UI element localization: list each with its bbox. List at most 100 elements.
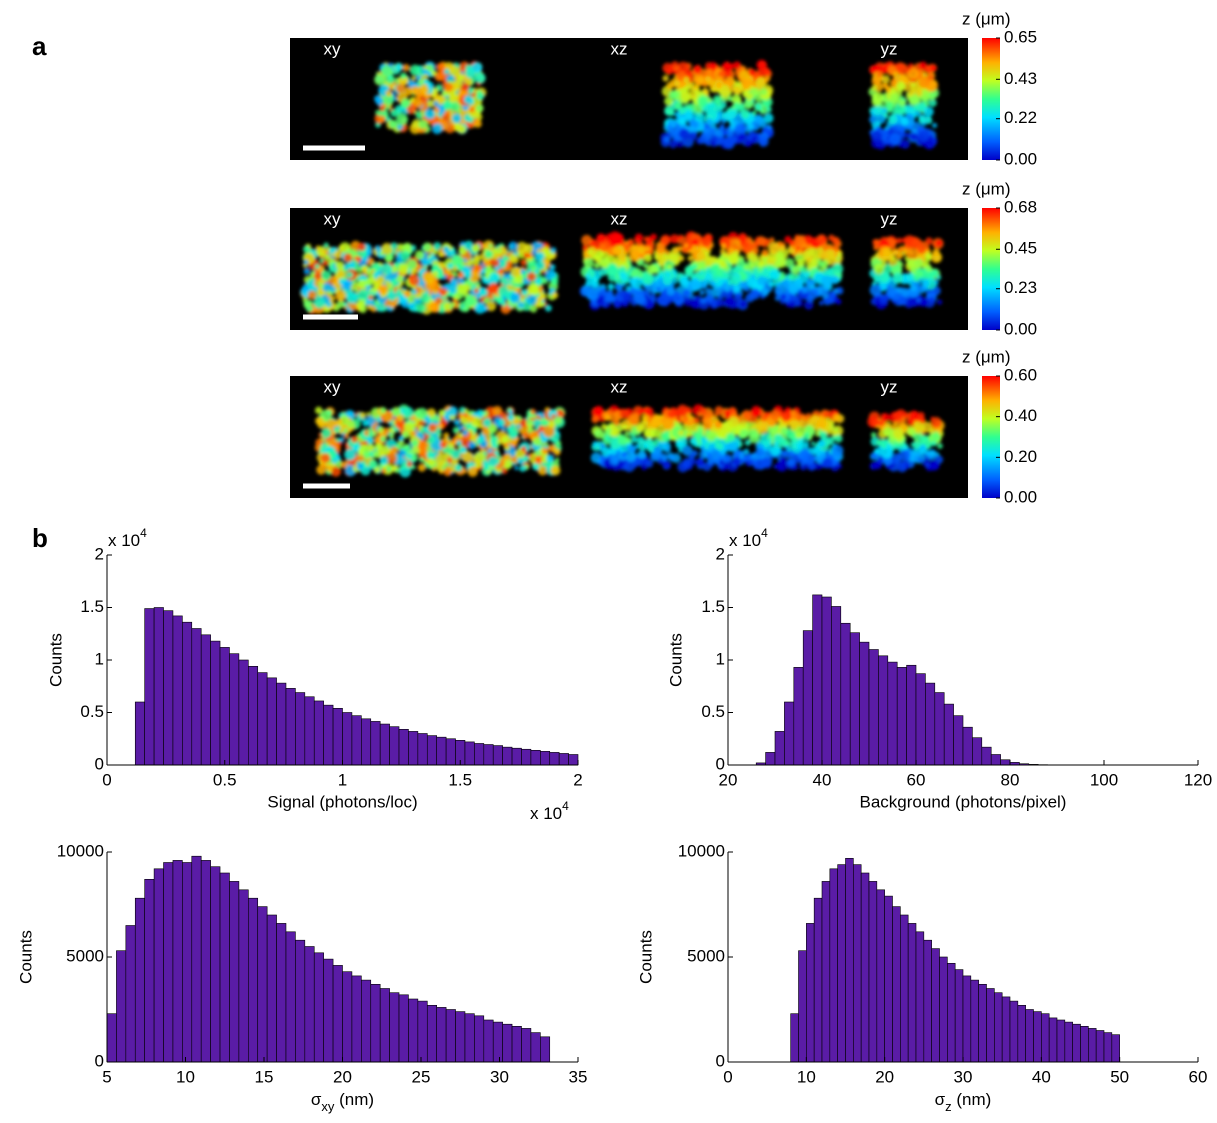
blob bbox=[791, 443, 797, 449]
blob bbox=[741, 78, 752, 89]
blob bbox=[501, 427, 506, 432]
blob bbox=[315, 264, 320, 269]
blob bbox=[645, 407, 654, 416]
blob bbox=[651, 428, 661, 438]
blob bbox=[621, 273, 628, 280]
blob bbox=[469, 107, 475, 113]
blob bbox=[343, 428, 348, 433]
blob bbox=[873, 106, 882, 115]
bar bbox=[550, 752, 559, 765]
bar bbox=[333, 708, 342, 765]
blob bbox=[719, 460, 724, 465]
blob bbox=[894, 250, 899, 255]
bar bbox=[286, 688, 295, 765]
blob bbox=[347, 420, 356, 429]
blob bbox=[717, 106, 723, 112]
blob bbox=[581, 235, 592, 246]
blob bbox=[416, 303, 426, 313]
blob bbox=[365, 278, 373, 286]
x-label-symbol: σ bbox=[935, 1090, 946, 1109]
blob bbox=[528, 453, 533, 458]
bar bbox=[192, 856, 201, 1062]
blob bbox=[412, 289, 417, 294]
bar bbox=[1026, 1010, 1034, 1063]
blob bbox=[379, 456, 388, 465]
blob bbox=[463, 106, 468, 111]
bar bbox=[145, 879, 154, 1062]
blob bbox=[819, 301, 824, 306]
blob bbox=[645, 459, 653, 467]
blob bbox=[799, 449, 811, 461]
blob bbox=[433, 242, 441, 250]
blob bbox=[639, 409, 644, 414]
blob bbox=[698, 96, 709, 107]
blob bbox=[521, 289, 528, 296]
blob bbox=[928, 460, 939, 471]
bar bbox=[963, 976, 971, 1062]
view-label: xy bbox=[324, 377, 342, 396]
blob bbox=[658, 273, 664, 279]
blob bbox=[630, 277, 642, 289]
blob bbox=[472, 245, 480, 253]
bar bbox=[861, 873, 869, 1062]
blob bbox=[453, 427, 460, 434]
blob bbox=[706, 452, 713, 459]
panel-label: a bbox=[32, 31, 47, 61]
bar bbox=[955, 970, 963, 1062]
blob bbox=[745, 293, 754, 302]
bar bbox=[1081, 1026, 1089, 1062]
blob bbox=[823, 410, 831, 418]
blob bbox=[888, 114, 898, 124]
bar bbox=[1057, 1020, 1065, 1062]
blob bbox=[415, 250, 425, 260]
blob bbox=[335, 261, 344, 270]
blob bbox=[623, 293, 632, 302]
blob bbox=[465, 295, 477, 307]
blob bbox=[664, 105, 674, 115]
blob bbox=[418, 119, 428, 129]
blob bbox=[314, 297, 326, 309]
bar bbox=[559, 753, 568, 765]
bar bbox=[493, 1022, 502, 1062]
bar bbox=[107, 1014, 116, 1062]
blob bbox=[879, 295, 888, 304]
x-tick-label: 2 bbox=[573, 770, 582, 789]
bar bbox=[116, 951, 125, 1062]
blob bbox=[781, 411, 792, 422]
blob bbox=[656, 254, 662, 260]
y-tick-label: 0.5 bbox=[80, 702, 104, 721]
bar bbox=[399, 729, 408, 765]
blob bbox=[477, 438, 482, 443]
blob bbox=[507, 414, 514, 421]
bar bbox=[806, 923, 814, 1062]
blob bbox=[651, 416, 662, 427]
blob bbox=[411, 86, 419, 94]
blob bbox=[397, 422, 405, 430]
blob bbox=[926, 293, 932, 299]
bar bbox=[869, 650, 878, 766]
bar bbox=[295, 693, 304, 765]
blob bbox=[610, 430, 617, 437]
blob bbox=[936, 275, 941, 280]
x-tick-label: 120 bbox=[1184, 770, 1212, 789]
blob bbox=[650, 234, 657, 241]
bar bbox=[503, 1024, 512, 1062]
blob bbox=[336, 270, 345, 279]
blob bbox=[897, 260, 902, 265]
bar bbox=[408, 731, 417, 765]
blob bbox=[615, 283, 622, 290]
x-tick-label: 30 bbox=[490, 1067, 509, 1086]
blob bbox=[375, 443, 382, 450]
blob bbox=[904, 257, 908, 261]
blob bbox=[533, 419, 542, 428]
blob bbox=[374, 95, 382, 103]
blob bbox=[423, 242, 432, 251]
blob bbox=[357, 280, 366, 289]
blob bbox=[500, 277, 508, 285]
blob bbox=[449, 249, 456, 256]
blob bbox=[662, 63, 673, 74]
blob bbox=[435, 297, 443, 305]
blob bbox=[474, 254, 481, 261]
x-axis-label: Background (photons/pixel) bbox=[860, 792, 1067, 811]
